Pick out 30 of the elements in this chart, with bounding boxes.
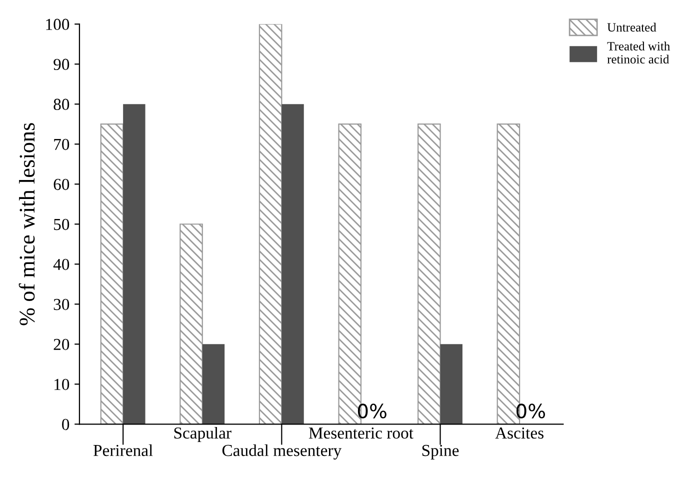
y-tick-label: 90 (54, 58, 70, 70)
y-tick-label: 20 (54, 338, 70, 350)
x-tick-label: Ascites (495, 427, 544, 439)
legend-label: Untreated (607, 22, 656, 32)
y-tick-label: 70 (54, 138, 70, 150)
y-tick-label: 60 (54, 178, 70, 190)
bar (100, 124, 124, 424)
y-tick-label: 0 (62, 418, 70, 430)
x-tick-label: Caudal mesentery (222, 444, 342, 460)
bar (440, 344, 462, 424)
bar (418, 124, 441, 424)
y-tick-label: 40 (53, 258, 70, 270)
data-label: 0% (358, 404, 386, 418)
x-tick-label: Mesenteric root (308, 427, 414, 439)
legend-label: Treated with retinoic acid (607, 42, 670, 64)
y-tick-label: 80 (54, 98, 70, 110)
bar (180, 224, 203, 424)
y-tick-label: 100 (46, 18, 70, 30)
data-label: 0% (516, 404, 546, 418)
bar (123, 104, 146, 424)
y-tick-label: 50 (54, 218, 70, 230)
bar (202, 344, 225, 424)
y-axis-title: % of mice with lesions (18, 123, 35, 326)
bar (258, 24, 282, 424)
y-tick-label: 30 (54, 298, 70, 310)
x-tick-label: Perirenal (93, 444, 153, 456)
y-tick-label: 10 (54, 378, 70, 390)
x-tick-label: Scapular (174, 426, 232, 442)
x-tick-label: Spine (422, 444, 459, 460)
bar (282, 104, 304, 424)
